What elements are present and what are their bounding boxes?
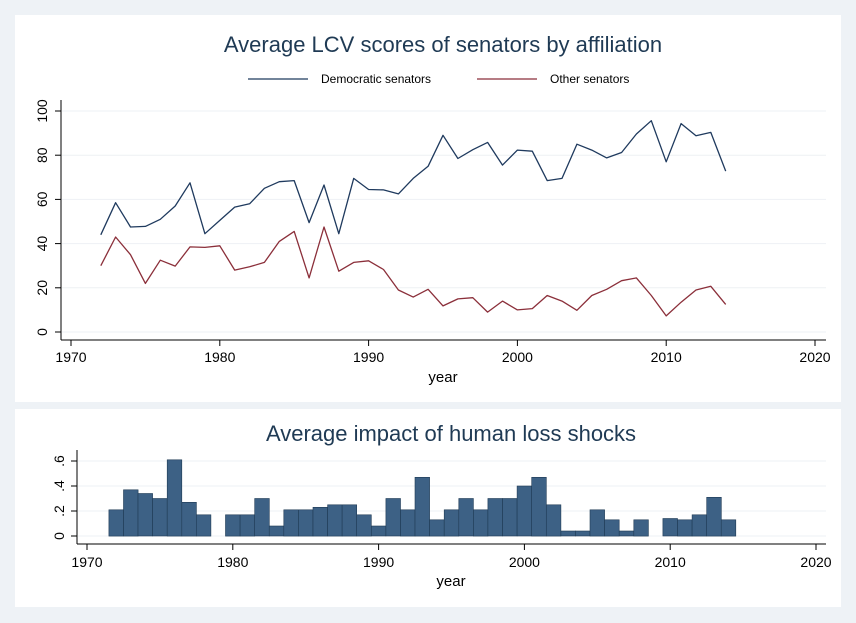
bar bbox=[123, 489, 139, 537]
bar bbox=[677, 519, 693, 537]
top-y-tick-label: 100 bbox=[34, 99, 50, 123]
bar bbox=[385, 498, 401, 537]
bar bbox=[662, 518, 678, 537]
bar bbox=[487, 498, 503, 537]
bottom-x-tick-label: 1990 bbox=[363, 554, 394, 570]
top-y-tick-label: 20 bbox=[34, 280, 50, 296]
top-y-tick-label: 0 bbox=[34, 328, 50, 336]
legend-label-democratic: Democratic senators bbox=[321, 72, 431, 86]
bottom-x-tick-label: 2000 bbox=[509, 554, 540, 570]
bottom-y-ticks: 0 .2 .4 .6 bbox=[51, 455, 77, 540]
bottom-y-tick-label: .6 bbox=[51, 455, 67, 467]
bar bbox=[166, 459, 183, 537]
bottom-x-tick-label: 2020 bbox=[800, 554, 831, 570]
bar bbox=[152, 498, 168, 537]
top-y-tick-label: 80 bbox=[34, 147, 50, 163]
top-y-tick-label: 60 bbox=[34, 191, 50, 207]
bar bbox=[531, 476, 547, 537]
bar bbox=[458, 498, 474, 537]
bar bbox=[720, 519, 737, 537]
series-line-other bbox=[100, 226, 727, 317]
top-x-tick-label: 1980 bbox=[204, 349, 235, 365]
bottom-x-tick-label: 1980 bbox=[217, 554, 248, 570]
bar bbox=[341, 504, 358, 537]
bar bbox=[312, 506, 328, 537]
bottom-x-axis-title: year bbox=[436, 573, 465, 590]
legend-label-other: Other senators bbox=[550, 72, 629, 86]
bar bbox=[516, 485, 532, 537]
top-x-tick-label: 2010 bbox=[651, 349, 682, 365]
bar bbox=[604, 519, 620, 537]
bottom-x-tick-label: 2010 bbox=[655, 554, 686, 570]
bar bbox=[327, 504, 343, 537]
bar bbox=[108, 509, 124, 537]
bar bbox=[429, 519, 445, 537]
bar bbox=[691, 514, 707, 537]
bar bbox=[575, 530, 591, 537]
top-x-tick-label: 2020 bbox=[799, 349, 830, 365]
bar bbox=[254, 498, 270, 537]
bar bbox=[283, 509, 299, 537]
bar bbox=[268, 525, 285, 537]
bar bbox=[414, 476, 430, 537]
bar bbox=[633, 519, 649, 537]
top-x-ticks: 1970 1980 1990 2000 2010 2020 bbox=[55, 340, 831, 365]
bar bbox=[239, 514, 256, 537]
bottom-x-tick-label: 1970 bbox=[71, 554, 102, 570]
bottom-x-ticks: 1970 1980 1990 2000 2010 2020 bbox=[71, 544, 832, 570]
bar bbox=[181, 501, 197, 537]
bar bbox=[502, 498, 518, 537]
top-gridlines bbox=[62, 110, 826, 333]
top-x-axis-title: year bbox=[428, 369, 457, 386]
top-panel-background bbox=[15, 15, 841, 402]
top-series-lines bbox=[100, 120, 727, 317]
bar bbox=[545, 504, 562, 537]
top-x-tick-label: 2000 bbox=[502, 349, 533, 365]
top-chart-title: Average LCV scores of senators by affili… bbox=[224, 32, 662, 57]
top-x-tick-label: 1990 bbox=[353, 349, 384, 365]
bar bbox=[298, 509, 314, 537]
bottom-y-tick-label: .2 bbox=[51, 505, 67, 517]
bar bbox=[400, 509, 416, 537]
bar bbox=[560, 530, 576, 537]
bottom-bars bbox=[108, 459, 737, 537]
bar bbox=[370, 525, 387, 537]
bottom-y-tick-label: 0 bbox=[51, 532, 67, 540]
bar bbox=[137, 493, 153, 537]
top-y-tick-label: 40 bbox=[34, 236, 50, 252]
bar bbox=[589, 509, 605, 537]
top-x-tick-label: 1970 bbox=[55, 349, 86, 365]
bar bbox=[356, 514, 372, 537]
bar bbox=[225, 514, 241, 537]
bottom-y-tick-label: .4 bbox=[51, 480, 67, 492]
bar bbox=[618, 530, 635, 537]
bar bbox=[473, 509, 489, 537]
top-y-ticks: 0 20 40 60 80 100 bbox=[34, 99, 61, 336]
bottom-chart-title: Average impact of human loss shocks bbox=[266, 421, 636, 446]
series-line-democratic bbox=[100, 120, 727, 236]
bar bbox=[443, 509, 460, 537]
bar bbox=[196, 514, 212, 537]
bar bbox=[706, 496, 722, 537]
